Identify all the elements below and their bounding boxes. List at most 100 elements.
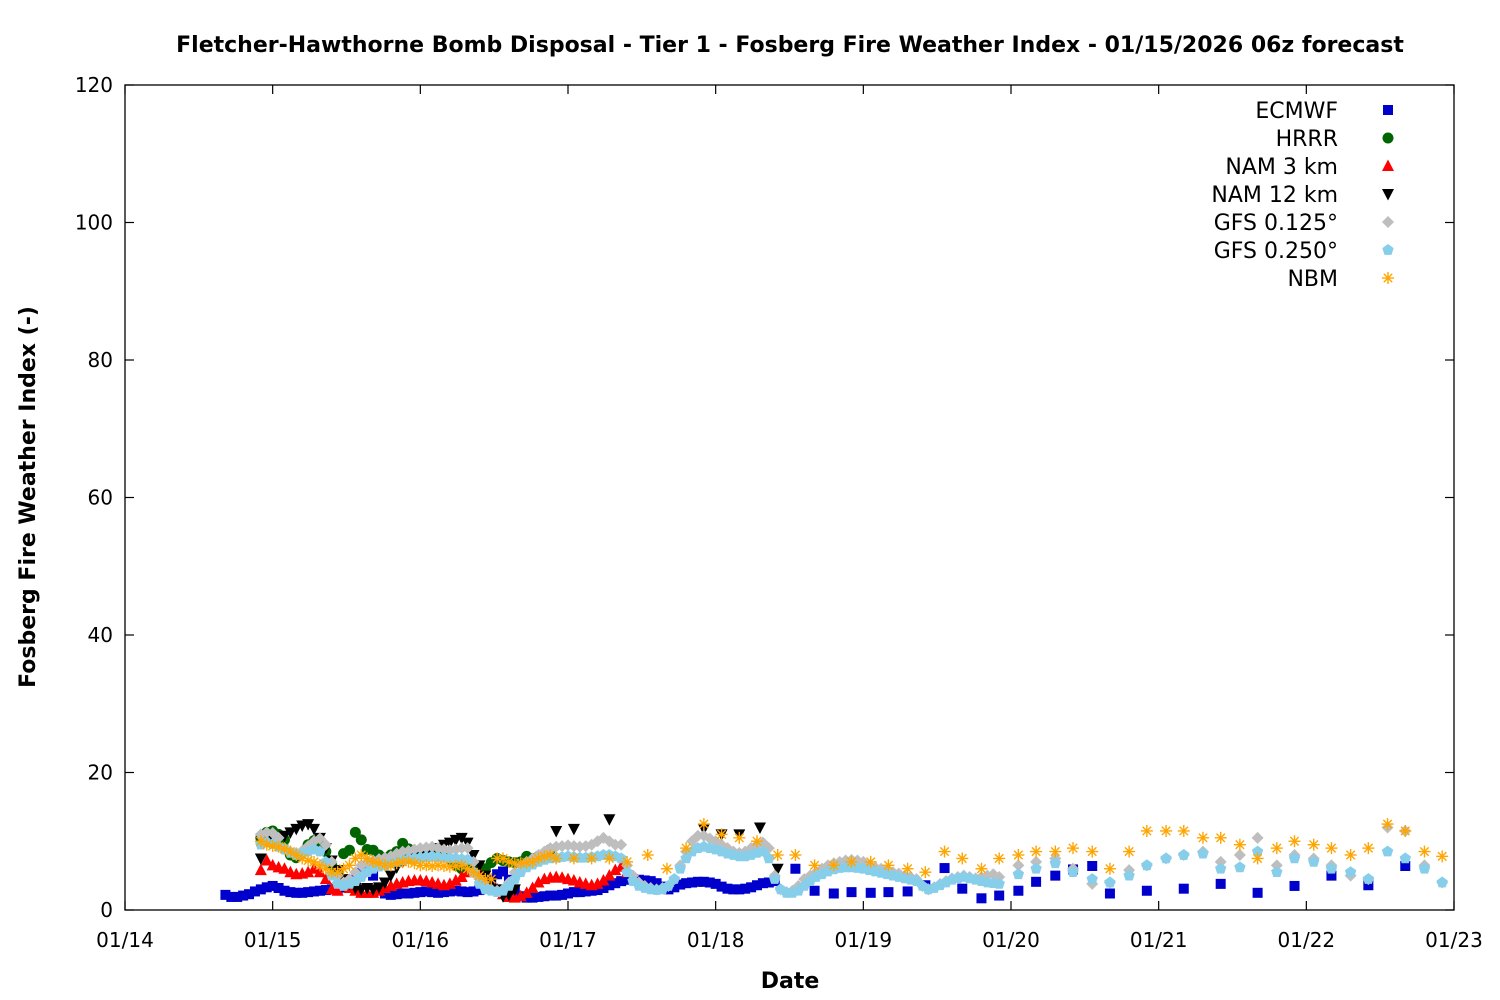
data-point [568, 887, 579, 898]
data-point [409, 887, 420, 898]
data-point [1177, 824, 1190, 837]
data-point [461, 842, 474, 855]
data-point [771, 849, 784, 861]
data-point [284, 827, 297, 839]
data-point [591, 877, 604, 889]
legend-label: NBM [1287, 267, 1338, 292]
data-point [254, 835, 267, 848]
data-point [444, 886, 455, 897]
data-point [586, 885, 597, 896]
x-tick-label: 01/14 [96, 928, 154, 952]
data-point [421, 886, 432, 897]
legend-marker [1382, 272, 1394, 284]
data-point [278, 830, 291, 843]
data-point [864, 855, 877, 868]
data-point [1214, 855, 1227, 868]
data-point [438, 887, 449, 898]
data-point [1067, 842, 1080, 855]
y-tick-label: 100 [75, 211, 113, 235]
data-point [621, 866, 633, 877]
data-point [1030, 855, 1043, 868]
data-point [697, 818, 710, 831]
data-point [621, 855, 634, 868]
data-point [303, 887, 314, 898]
y-tick-label: 60 [88, 486, 113, 510]
data-point [567, 852, 580, 865]
data-point [1086, 845, 1099, 858]
data-point [1087, 861, 1098, 871]
data-point [939, 863, 950, 874]
data-point [308, 823, 321, 836]
data-point [1141, 885, 1152, 896]
data-point [385, 889, 396, 900]
data-point [574, 887, 585, 898]
legend-marker [1382, 244, 1394, 255]
data-point [391, 889, 402, 900]
legend-marker [1382, 132, 1394, 144]
data-point [763, 852, 775, 864]
data-point [302, 819, 315, 831]
data-point [1251, 852, 1264, 865]
data-point [539, 891, 550, 902]
data-point [975, 862, 988, 875]
x-tick-label: 01/16 [392, 928, 450, 952]
legend-marker [1382, 159, 1394, 171]
legend-label: GFS 0.125° [1214, 211, 1338, 236]
data-point [1381, 845, 1394, 857]
data-point [527, 892, 538, 903]
data-point [372, 882, 385, 894]
data-point [753, 822, 766, 834]
data-point [545, 890, 556, 901]
x-axis-title: Date [761, 969, 820, 994]
data-point [1325, 842, 1338, 855]
data-point [526, 881, 539, 893]
data-point [757, 878, 768, 889]
data-point [492, 869, 503, 880]
data-point [1436, 876, 1448, 888]
series-nbm [254, 818, 1449, 886]
data-point [238, 890, 249, 901]
data-point [580, 886, 591, 897]
legend-label: HRRR [1276, 127, 1338, 152]
data-point [550, 852, 563, 865]
data-point [771, 863, 784, 876]
data-point [1289, 880, 1300, 891]
legend-label: NAM 3 km [1225, 155, 1338, 180]
data-point [609, 863, 622, 876]
data-point [532, 876, 545, 888]
data-point [468, 886, 479, 897]
data-point [710, 878, 721, 889]
data-point [1104, 876, 1116, 888]
data-point [309, 886, 320, 897]
data-point [1086, 873, 1098, 884]
data-point [1418, 845, 1431, 858]
data-point [1030, 845, 1043, 858]
data-point [1399, 852, 1411, 864]
data-point [1049, 845, 1062, 858]
data-point [882, 859, 895, 872]
data-point [378, 877, 391, 889]
data-point [592, 885, 603, 896]
data-point [433, 887, 444, 898]
data-point [1012, 849, 1025, 861]
data-point [1103, 862, 1116, 875]
data-point [1031, 876, 1042, 887]
data-point [828, 888, 839, 899]
axis-ticks: 0 20 40 60 80 100 120 01/14 01/15 01/16 01/17 01/18… [75, 73, 1483, 952]
data-point [379, 888, 390, 899]
data-point [1418, 862, 1431, 874]
data-point [615, 838, 628, 851]
x-tick-label: 01/17 [539, 928, 597, 952]
data-point [674, 862, 686, 874]
data-point [514, 889, 527, 902]
data-point [675, 879, 686, 890]
data-point [1067, 866, 1079, 877]
data-point [687, 877, 698, 888]
legend-label: GFS 0.250° [1214, 239, 1338, 264]
data-point [1344, 849, 1357, 861]
data-point [320, 855, 332, 867]
data-point [1308, 855, 1320, 867]
data-point [1233, 849, 1246, 861]
data-point [314, 845, 326, 857]
